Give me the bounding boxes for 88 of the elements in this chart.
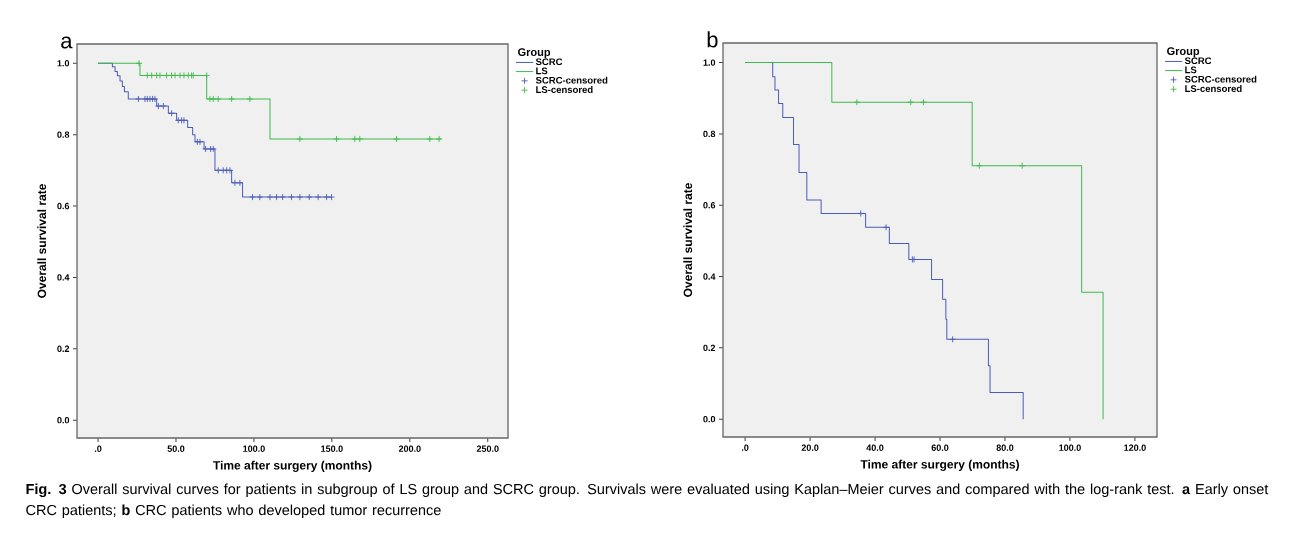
point <box>236 179 244 187</box>
y-tick-label: 0.4 <box>703 273 716 280</box>
point <box>296 135 304 143</box>
point <box>853 98 861 106</box>
x-tick-label: 100.0 <box>243 445 265 452</box>
point <box>975 162 983 170</box>
legend-label: SCRC <box>1184 57 1212 65</box>
legend-label: SCRC-censored <box>535 76 608 84</box>
point <box>288 193 295 201</box>
point <box>206 95 214 103</box>
point <box>202 145 210 153</box>
x-tick-label: 250.0 <box>476 445 499 452</box>
point <box>249 193 256 201</box>
point <box>426 135 434 143</box>
point <box>279 193 287 201</box>
point <box>882 223 890 231</box>
point <box>949 335 957 343</box>
point <box>857 209 865 217</box>
y-tick-label: 0.2 <box>703 344 716 352</box>
point <box>168 109 176 117</box>
point <box>228 95 236 103</box>
point <box>214 95 222 103</box>
y-tick-label: 0.2 <box>57 345 70 352</box>
x-tick-label: 50.0 <box>167 445 185 452</box>
point <box>231 179 239 187</box>
point <box>435 135 443 143</box>
point <box>246 95 254 103</box>
point <box>159 102 167 110</box>
y-tick-label: 0.0 <box>57 416 70 424</box>
point <box>314 193 322 201</box>
x-tick-label: 120.0 <box>1124 444 1146 451</box>
point <box>356 135 364 143</box>
y-tick-label: 0.8 <box>57 131 70 138</box>
y-axis-title: Overall survival rate <box>683 183 693 297</box>
y-tick-label: 1.0 <box>57 60 70 67</box>
chart-title: a <box>61 36 73 49</box>
y-tick-label: 0.4 <box>57 274 70 281</box>
point <box>1018 162 1026 170</box>
x-tick-label: 100.0 <box>1059 444 1081 451</box>
point <box>154 102 162 110</box>
x-tick-label: .0 <box>94 445 102 452</box>
text: Fig. 3 Overall survival curves for patients in subgroup of LS group and SCRC group. Survivals were evaluated using Kaplan–Meier curves and compared with the log-rank test. a Early onset CRC patients; b CRC patients who developed tumor recurrence <box>26 483 1269 519</box>
x-axis-title: Time after surgery (months) <box>860 459 1019 472</box>
point <box>163 71 171 79</box>
y-tick-label: 0.6 <box>57 202 70 210</box>
legend-label: LS-censored <box>1185 85 1242 92</box>
x-tick-label: 80.0 <box>996 444 1014 451</box>
y-tick-label: 1.0 <box>703 59 716 66</box>
point <box>148 71 156 79</box>
y-axis-title: Overall survival rate <box>37 184 47 298</box>
point <box>333 135 340 143</box>
legend-label: LS-censored <box>536 86 593 94</box>
x-tick-label: 200.0 <box>398 445 421 452</box>
x-tick-label: 20.0 <box>801 444 819 451</box>
legend-title: Group <box>1167 47 1200 58</box>
x-tick-label: 60.0 <box>931 444 949 451</box>
legend-title: Group <box>518 48 551 59</box>
point <box>143 71 151 79</box>
y-tick-label: 0.6 <box>703 202 716 209</box>
x-tick-label: 40.0 <box>866 444 884 451</box>
legend-label: LS <box>536 67 548 75</box>
point <box>176 71 184 79</box>
point <box>203 71 211 79</box>
point <box>134 95 142 103</box>
point <box>266 193 274 201</box>
legend-label: SCRC <box>535 58 563 66</box>
point <box>256 193 264 201</box>
point <box>393 135 401 143</box>
x-tick-label: 150.0 <box>321 445 343 452</box>
legend-label: SCRC-censored <box>1184 75 1257 83</box>
y-tick-label: 0.0 <box>703 415 716 423</box>
chart-title: b <box>707 31 718 48</box>
point <box>305 193 313 201</box>
x-axis-title: Time after surgery (months) <box>213 460 372 473</box>
point <box>214 166 222 174</box>
point <box>209 95 217 103</box>
y-tick-label: 0.8 <box>703 130 716 138</box>
point <box>328 193 335 201</box>
point <box>296 193 304 201</box>
point <box>907 98 915 106</box>
point <box>323 193 331 201</box>
point <box>180 71 188 79</box>
point <box>919 98 927 106</box>
legend-label: LS <box>1185 66 1197 74</box>
point <box>273 193 280 201</box>
x-tick-label: .0 <box>741 444 749 451</box>
point <box>135 59 143 67</box>
point <box>351 135 359 143</box>
